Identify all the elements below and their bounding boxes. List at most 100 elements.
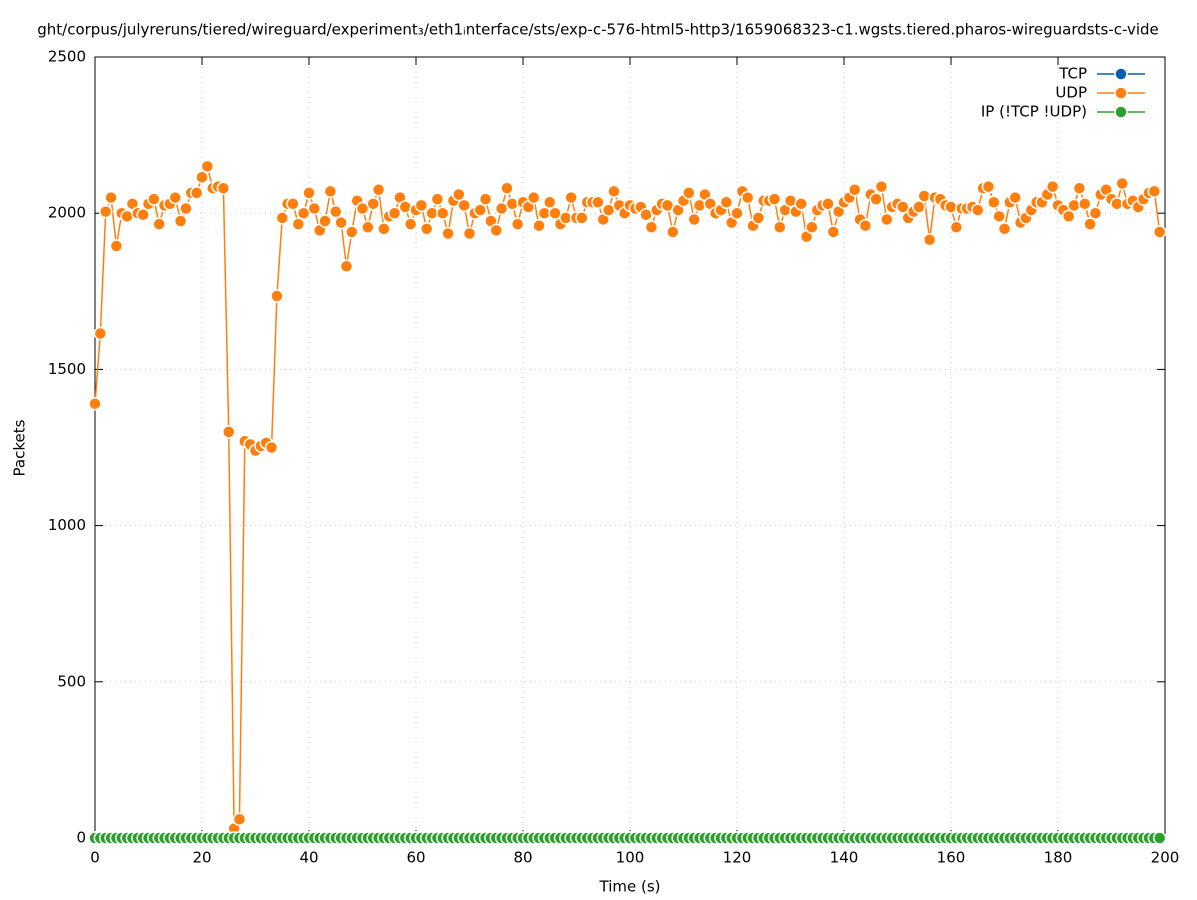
data-point (1072, 181, 1087, 195)
data-point (345, 225, 359, 239)
data-point (403, 217, 418, 231)
data-point (526, 190, 541, 205)
data-point (1115, 176, 1129, 191)
data-point (997, 222, 1012, 236)
x-tick-label: 60 (406, 849, 425, 867)
data-point (874, 179, 889, 194)
data-point (339, 259, 354, 274)
data-point (329, 204, 343, 219)
data-point (216, 181, 231, 195)
series (88, 159, 1167, 836)
x-tick-label: 140 (830, 849, 859, 867)
data-point (992, 209, 1006, 224)
data-point (1083, 217, 1097, 231)
data-point (591, 195, 605, 210)
data-point (189, 186, 204, 200)
data-point (719, 195, 734, 210)
x-tick-label: 0 (90, 849, 100, 867)
data-point (847, 183, 862, 197)
data-point (270, 289, 284, 303)
data-point (419, 222, 434, 236)
x-tick-label: 180 (1044, 849, 1073, 867)
data-point (377, 222, 391, 236)
data-point (1061, 209, 1076, 224)
data-point (452, 187, 466, 202)
data-point (773, 220, 787, 235)
data-point (880, 212, 894, 227)
data-point (173, 214, 188, 228)
data-point (687, 212, 701, 227)
x-tick-label: 120 (723, 849, 752, 867)
data-point (1152, 225, 1167, 239)
data-point (1088, 206, 1103, 220)
data-point (912, 200, 926, 214)
data-point (666, 225, 680, 239)
data-point (821, 197, 835, 211)
data-point (361, 220, 375, 235)
data-point (644, 220, 659, 235)
data-point (441, 226, 455, 241)
data-point (1147, 184, 1162, 199)
y-tick-label: 2500 (48, 48, 86, 66)
data-point (291, 217, 306, 231)
x-tick-label: 80 (513, 849, 532, 867)
data-point (826, 225, 841, 239)
data-point (971, 203, 985, 217)
data-point (858, 218, 873, 233)
legend-swatch (1114, 86, 1128, 100)
data-point (436, 206, 450, 220)
data-point (371, 183, 386, 197)
data-point (767, 192, 782, 206)
data-point (682, 186, 696, 200)
data-point (949, 220, 964, 235)
data-point (334, 215, 348, 230)
data-point (1078, 197, 1092, 211)
data-point (794, 197, 808, 211)
y-tick-label: 1500 (48, 360, 86, 378)
y-tick-label: 0 (76, 829, 86, 847)
legend-swatch (1114, 105, 1128, 119)
data-point (264, 440, 279, 455)
y-tick-label: 500 (57, 672, 86, 690)
data-point (869, 192, 883, 206)
data-point (922, 233, 937, 247)
data-point (104, 190, 118, 205)
data-point (195, 170, 209, 185)
data-point (147, 192, 161, 206)
data-point (473, 203, 487, 217)
data-point (430, 192, 445, 206)
data-point (275, 211, 289, 225)
data-point (730, 206, 744, 220)
data-point (307, 201, 322, 216)
data-point (414, 198, 429, 213)
data-point (98, 204, 113, 219)
x-tick-label: 40 (299, 849, 318, 867)
data-point (510, 217, 525, 231)
data-point (1008, 190, 1022, 205)
legend-label: UDP (1055, 84, 1087, 102)
data-point (543, 195, 557, 210)
data-point (1152, 831, 1167, 845)
data-point (302, 186, 316, 200)
x-tick-label: 200 (1151, 849, 1180, 867)
data-point (1045, 179, 1060, 194)
x-tick-label: 20 (192, 849, 211, 867)
legend-swatch (1114, 67, 1128, 81)
data-point (489, 223, 503, 238)
data-point (564, 190, 578, 205)
data-point (457, 198, 471, 213)
data-point (136, 208, 150, 222)
data-point (500, 181, 514, 195)
data-point (607, 184, 621, 199)
data-point (93, 326, 108, 341)
data-point (152, 217, 166, 231)
x-tick-label: 100 (616, 849, 645, 867)
data-point (575, 211, 589, 225)
data-point (179, 201, 193, 216)
legend-label: IP (!TCP !UDP) (981, 103, 1087, 121)
series (88, 831, 1167, 845)
data-point (751, 211, 766, 225)
data-point (366, 197, 380, 211)
